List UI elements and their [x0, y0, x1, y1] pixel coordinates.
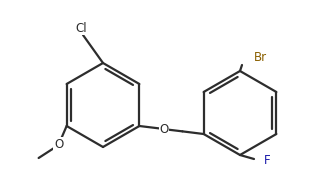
- Text: F: F: [264, 153, 271, 166]
- Text: O: O: [159, 122, 169, 136]
- Text: Cl: Cl: [75, 22, 87, 34]
- Text: O: O: [54, 138, 63, 151]
- Text: Br: Br: [254, 51, 267, 64]
